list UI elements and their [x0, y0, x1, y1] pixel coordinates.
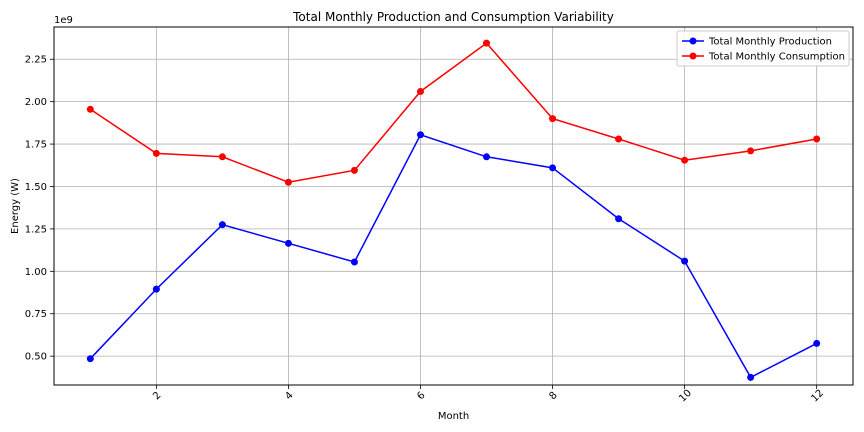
data-point [615, 135, 623, 143]
y-tick-label: 2.00 [25, 97, 47, 108]
x-tick-label: 8 [547, 390, 559, 402]
legend-label: Total Monthly Consumption [708, 52, 845, 63]
data-point [218, 153, 226, 161]
legend-marker [689, 37, 697, 45]
data-point [747, 373, 755, 381]
data-point [747, 147, 755, 155]
data-point [284, 178, 292, 186]
axis-ticks: 2 4 6 8 10 12 0.50 0.75 1.00 1.25 1.50 1.75 2.00 2.25 [25, 55, 826, 405]
data-point [350, 166, 358, 174]
legend-box [676, 30, 850, 67]
data-point [615, 215, 623, 223]
y-tick-label: 1.00 [25, 267, 47, 278]
series-consumption [86, 39, 821, 186]
data-point [681, 257, 689, 265]
data-point [813, 135, 821, 143]
data-point [416, 131, 424, 139]
x-tick-label: 6 [415, 390, 427, 402]
legend-label: Total Monthly Production [708, 37, 832, 48]
data-point [86, 105, 94, 113]
data-point [152, 285, 160, 293]
data-point [350, 258, 358, 266]
data-point [681, 156, 689, 164]
series-line [89, 42, 817, 184]
plot-frame [53, 26, 854, 386]
x-tick-label: 4 [283, 390, 295, 402]
y-axis-label: Energy (W) [10, 178, 21, 234]
x-axis-label: Month [438, 411, 469, 422]
y-tick-label: 1.25 [25, 224, 47, 235]
y-tick-label: 0.50 [25, 352, 47, 363]
y-tick-label: 0.75 [25, 309, 47, 320]
data-point [813, 339, 821, 347]
x-tick-label: 2 [151, 390, 163, 402]
y-tick-label: 2.25 [25, 55, 47, 66]
data-point [284, 239, 292, 247]
y-offset-label: 1e9 [54, 15, 73, 26]
series-line [89, 133, 818, 379]
data-point [152, 149, 160, 157]
data-point [416, 87, 424, 95]
data-point [86, 355, 94, 363]
data-point [483, 39, 491, 47]
data-point [218, 221, 226, 229]
series-layer [86, 39, 821, 381]
y-tick-label: 1.50 [25, 182, 47, 193]
chart-title: Total Monthly Production and Consumption… [292, 10, 614, 24]
y-tick-label: 1.75 [25, 140, 47, 151]
data-point [549, 164, 557, 172]
grid [54, 27, 853, 385]
legend: Total Monthly Production Total Monthly Co… [676, 30, 850, 67]
data-point [549, 115, 557, 123]
series-production [86, 131, 821, 381]
legend-marker [689, 52, 697, 60]
x-tick-label: 10 [677, 388, 694, 405]
x-tick-label: 12 [809, 388, 826, 405]
legend-item: Total Monthly Production [682, 37, 832, 48]
legend-item: Total Monthly Consumption [682, 52, 845, 63]
data-point [483, 153, 491, 161]
